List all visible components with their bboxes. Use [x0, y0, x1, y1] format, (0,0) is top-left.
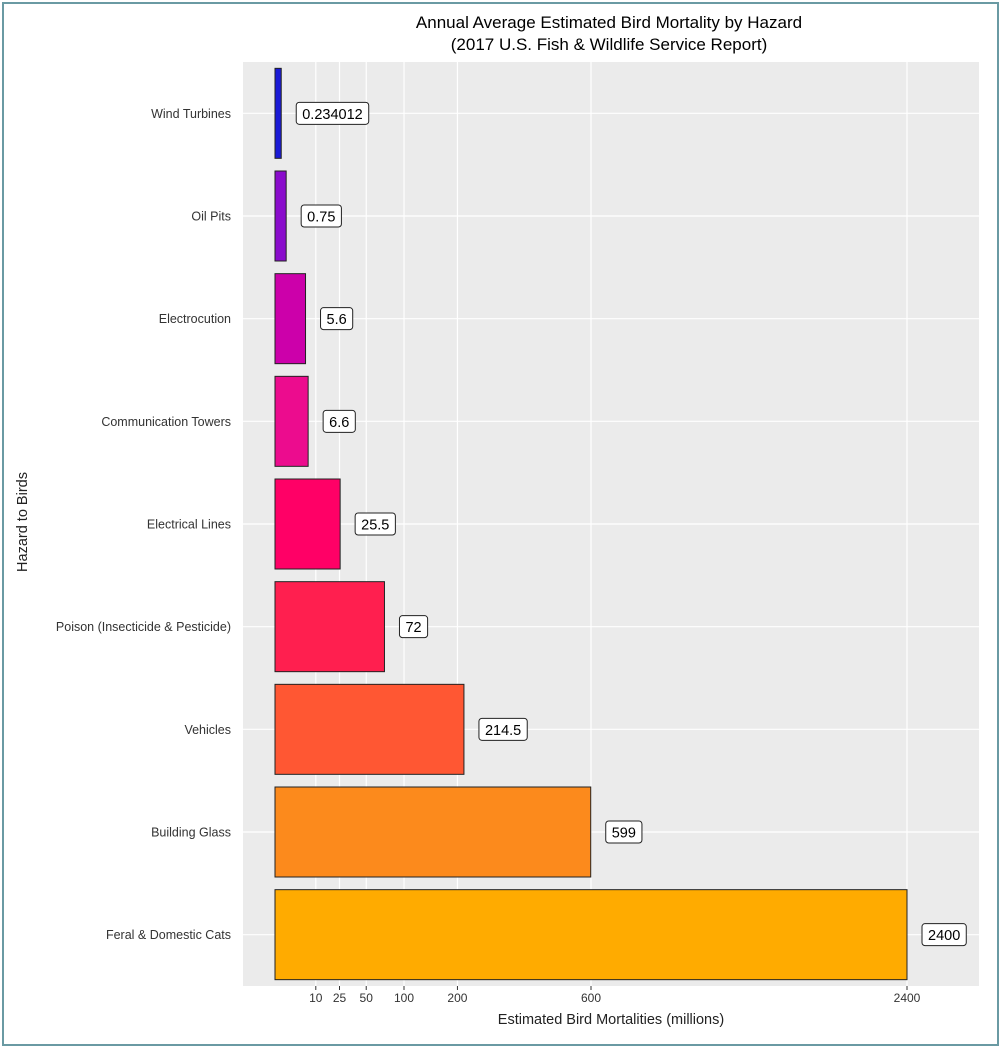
bar-3: [274, 273, 307, 365]
value-label-9: 2400: [921, 923, 967, 947]
category-label-9: Feral & Domestic Cats: [106, 928, 231, 942]
value-label-3: 5.6: [320, 307, 354, 331]
value-label-7: 214.5: [478, 717, 528, 741]
bar-6: [274, 581, 385, 673]
value-label-box-7: [478, 717, 528, 741]
bar-9: [274, 889, 908, 981]
bar-4: [274, 375, 309, 467]
category-label-8: Building Glass: [151, 826, 231, 840]
value-labels: 0.234012 0.75 5.6 6.6 25.5 72 214.5 599 2400: [295, 101, 967, 947]
value-label-box-5: [354, 512, 396, 536]
bars: [274, 67, 908, 981]
value-label-text-3: 5.6: [327, 312, 347, 328]
x-axis-title: Estimated Bird Mortalities (millions): [498, 1012, 724, 1028]
bar-1: [274, 67, 282, 159]
value-label-text-8: 599: [612, 826, 636, 842]
value-label-text-4: 6.6: [329, 415, 349, 431]
y-axis-title: Hazard to Birds: [15, 472, 31, 572]
x-tick-label-600: 600: [581, 991, 601, 1005]
category-label-3: Electrocution: [159, 312, 231, 326]
chart-subtitle: (2017 U.S. Fish & Wildlife Service Repor…: [451, 35, 768, 54]
value-label-text-9: 2400: [928, 928, 960, 944]
x-tick-label-10: 10: [309, 991, 323, 1005]
value-label-box-2: [300, 204, 342, 228]
value-label-text-7: 214.5: [485, 723, 521, 739]
bar-5: [274, 478, 341, 570]
value-label-text-2: 0.75: [307, 210, 335, 226]
category-label-7: Vehicles: [184, 723, 231, 737]
value-label-6: 72: [398, 615, 429, 639]
category-labels: Wind Turbines Oil Pits Electrocution Commun…: [56, 107, 231, 942]
bar-7: [274, 683, 465, 775]
value-label-8: 599: [605, 820, 643, 844]
value-label-box-3: [320, 307, 354, 331]
x-tick-label-50: 50: [360, 991, 374, 1005]
bar-8: [274, 786, 592, 878]
value-label-text-1: 0.234012: [302, 107, 362, 123]
value-label-box-8: [605, 820, 643, 844]
x-tick-label-200: 200: [447, 991, 467, 1005]
chart-title: Annual Average Estimated Bird Mortality …: [416, 13, 802, 32]
value-label-1: 0.234012: [295, 101, 370, 125]
category-label-4: Communication Towers: [101, 415, 231, 429]
x-tick-label-25: 25: [333, 991, 347, 1005]
category-label-6: Poison (Insecticide & Pesticide): [56, 620, 231, 634]
bar-2: [274, 170, 287, 262]
value-label-4: 6.6: [322, 409, 356, 433]
value-label-text-5: 25.5: [361, 518, 389, 534]
category-label-2: Oil Pits: [191, 210, 231, 224]
category-label-5: Electrical Lines: [147, 518, 231, 532]
x-tick-label-100: 100: [394, 991, 414, 1005]
value-label-2: 0.75: [300, 204, 342, 228]
category-label-1: Wind Turbines: [151, 107, 231, 121]
value-label-box-9: [921, 923, 967, 947]
x-tick-label-2400: 2400: [894, 991, 921, 1005]
value-label-box-1: [295, 101, 370, 125]
value-label-5: 25.5: [354, 512, 396, 536]
x-axis-ticks: 10 25 50 100 200 600 2400: [309, 986, 921, 1005]
value-label-box-4: [322, 409, 356, 433]
value-label-text-6: 72: [405, 620, 421, 636]
value-label-box-6: [398, 615, 429, 639]
